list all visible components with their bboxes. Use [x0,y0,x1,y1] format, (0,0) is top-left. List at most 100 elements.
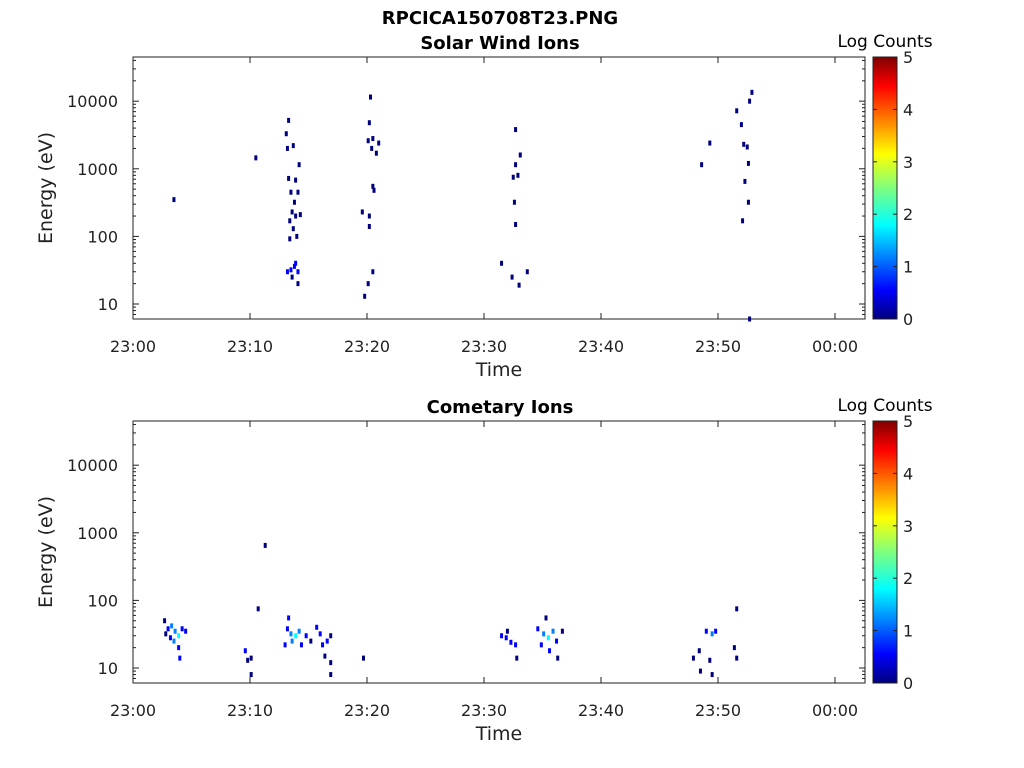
data-cell [371,269,375,275]
data-cell [371,183,375,189]
y-tick-label: 10000 [67,92,118,111]
data-cell [509,639,513,645]
data-cell [710,631,714,637]
data-cell [294,633,298,639]
data-cell [555,638,559,644]
data-cell [714,628,718,634]
data-cell [708,657,712,663]
data-cell [516,172,520,178]
data-cell [551,628,555,634]
data-cell [517,282,521,288]
data-cell [296,281,300,287]
data-cell [283,642,287,648]
data-cell [315,624,319,630]
data-cell [367,120,371,126]
y-tick-label: 1000 [77,524,118,543]
data-cell [292,263,296,269]
x-tick-label: 23:50 [695,337,741,356]
data-cell [366,281,370,287]
data-cell [287,615,291,621]
data-cell [288,218,292,224]
panel-title: Cometary Ions [427,397,574,418]
colorbar-tick-label: 1 [903,622,913,641]
data-cell [746,160,750,166]
data-cell [297,162,301,168]
data-cell [525,269,529,275]
data-cell [735,606,739,612]
colorbar: Log Counts 0 1 2 3 4 5 [837,32,932,329]
data-cell [166,626,170,632]
data-cell [321,642,325,648]
data-cell [285,626,289,632]
x-tick-label: 23:50 [695,701,741,720]
x-tick-label: 23:30 [461,337,507,356]
data-cell [289,189,293,195]
data-cell [284,131,288,137]
data-cell [304,633,308,639]
y-tick-label: 100 [87,591,118,610]
x-tick-label: 23:40 [578,337,624,356]
data-cell [180,626,184,632]
data-cell [318,631,322,637]
data-cell [325,638,329,644]
colorbar: Log Counts 0 1 2 3 4 5 [837,396,932,693]
data-cell [298,212,302,218]
y-tick-label: 10 [98,295,118,314]
x-tick-label: 00:00 [812,701,858,720]
data-cell [285,269,289,275]
data-cell [172,197,176,203]
data-cell [243,648,247,654]
data-cell [294,260,298,266]
data-cell [299,642,303,648]
data-cell [500,260,504,266]
data-cell [732,645,736,651]
data-cell [363,293,367,299]
y-axis-label: Energy (eV) [35,132,57,244]
data-cell [294,213,298,219]
data-cell [287,175,291,181]
data-cell [372,187,376,193]
data-cell [168,635,172,641]
plot-area [132,420,866,684]
colorbar-tick-label: 5 [903,412,913,431]
data-cell [697,648,701,654]
data-cell [691,655,695,661]
data-cell [698,668,702,674]
data-cell [297,628,301,634]
y-tick-label: 10 [98,659,118,678]
data-cell [289,267,293,273]
x-tick-label: 23:20 [344,701,390,720]
data-cell [515,655,519,661]
colorbar-title: Log Counts [837,32,932,52]
data-cell [370,145,374,151]
colorbar-tick-label: 1 [903,258,913,277]
colorbar-tick-label: 4 [903,464,913,483]
data-cell [741,218,745,224]
x-tick-label: 00:00 [812,337,858,356]
data-cell [294,177,298,183]
data-cell [510,274,514,280]
x-tick-label: 23:40 [578,701,624,720]
data-cell [246,657,250,663]
data-cell [249,655,253,661]
data-cell [177,633,181,639]
data-cell [511,174,515,180]
data-cell [548,648,552,654]
x-axis-label: Time [475,359,523,381]
data-cell [329,660,333,666]
data-cell [369,94,373,100]
x-tick-label: 23:00 [110,337,156,356]
data-cell [163,618,167,624]
data-cell [500,633,504,639]
data-cell [556,655,560,661]
data-cell [323,653,327,659]
data-cell [263,542,267,548]
data-cell [750,89,754,95]
data-cell [735,108,739,114]
data-cell [377,140,381,146]
data-cell [360,209,364,215]
data-cell [746,199,750,205]
data-cell [170,623,174,629]
data-cell [177,645,181,651]
